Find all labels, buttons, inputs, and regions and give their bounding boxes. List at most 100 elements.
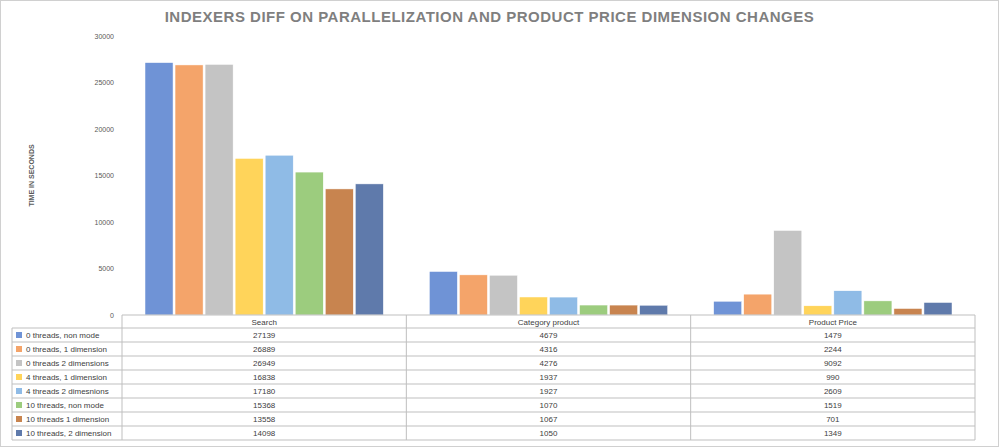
chart: INDEXERS DIFF ON PARALLELIZATION AND PRO… [0, 0, 999, 447]
page: {"chart_data": {"type": "bar", "title": … [0, 0, 999, 447]
table-value: 1070 [540, 401, 558, 410]
table-line [12, 398, 975, 399]
bar [355, 184, 383, 315]
table-value: 1067 [540, 415, 558, 424]
bar [489, 275, 517, 315]
y-tick [119, 222, 122, 223]
table-value: 17180 [253, 387, 276, 396]
table-line [12, 356, 975, 357]
table-line [12, 328, 975, 329]
bar [744, 294, 772, 315]
bars [145, 63, 952, 315]
table-value: 9092 [824, 359, 842, 368]
table-value: 1927 [540, 387, 558, 396]
y-tick-label: 0 [110, 312, 114, 319]
table-line [406, 315, 407, 440]
y-tick [119, 268, 122, 269]
legend-label: 0 threads, non mode [26, 331, 100, 340]
bar [429, 271, 457, 315]
bar [235, 158, 263, 315]
legend-swatch [16, 430, 22, 436]
table-line [12, 384, 975, 385]
category-label: Search [251, 318, 276, 327]
table-line [122, 315, 123, 440]
legend-swatch [16, 388, 22, 394]
table-value: 16838 [253, 373, 276, 382]
table-value: 1349 [824, 429, 842, 438]
bar [205, 64, 233, 315]
legend-swatch [16, 374, 22, 380]
table-line [12, 426, 975, 427]
table-value: 1937 [540, 373, 558, 382]
bar [265, 155, 293, 315]
y-axis-label: TIME IN SECONDS [28, 144, 35, 207]
table-line [690, 315, 691, 440]
bar [864, 301, 892, 315]
bar [714, 301, 742, 315]
table-line [12, 328, 13, 440]
legend-swatch [16, 360, 22, 366]
legend-label: 10 threads, non mode [26, 401, 104, 410]
bar [325, 189, 353, 315]
bar [894, 308, 922, 315]
table-value: 27139 [253, 331, 276, 340]
bar [550, 297, 578, 315]
legend-swatch [16, 416, 22, 422]
y-tick-label: 30000 [95, 33, 115, 40]
bar [145, 63, 173, 315]
legend-swatch [16, 346, 22, 352]
y-tick-label: 10000 [95, 219, 115, 226]
legend-label: 4 threads, 1 dimension [26, 373, 107, 382]
table-value: 1519 [824, 401, 842, 410]
bar [924, 302, 952, 315]
table-line [12, 370, 975, 371]
table-value: 4679 [540, 331, 558, 340]
legend-swatch [16, 332, 22, 338]
table-line [12, 440, 975, 441]
table-value: 13558 [253, 415, 276, 424]
table-value: 701 [826, 415, 840, 424]
table-line [975, 315, 976, 440]
y-axis: 0 5000 10000 15000 20000 25000 30000 [95, 33, 122, 319]
category-label: Category product [518, 318, 580, 327]
y-tick [119, 175, 122, 176]
y-tick [119, 82, 122, 83]
table-value: 14098 [253, 429, 276, 438]
bar [295, 172, 323, 315]
chart-title: INDEXERS DIFF ON PARALLELIZATION AND PRO… [165, 8, 815, 25]
table-value: 1479 [824, 331, 842, 340]
bar [175, 65, 203, 315]
chart-frame [1, 1, 999, 447]
y-tick [119, 129, 122, 130]
table-value: 2609 [824, 387, 842, 396]
bar [519, 297, 547, 315]
legend-label: 0 threads, 1 dimension [26, 345, 107, 354]
bar [804, 306, 832, 315]
bar [580, 305, 608, 315]
category-label: Product Price [809, 318, 858, 327]
table-value: 2244 [824, 345, 842, 354]
table-value: 990 [826, 373, 840, 382]
table-value: 4316 [540, 345, 558, 354]
bar [610, 305, 638, 315]
y-tick-label: 5000 [98, 265, 114, 272]
bar [834, 291, 862, 315]
bar [459, 275, 487, 315]
data-table: Search Category product Product Price 0 thr… [12, 315, 975, 440]
y-tick-label: 25000 [95, 79, 115, 86]
table-value: 26949 [253, 359, 276, 368]
y-tick-label: 20000 [95, 126, 115, 133]
table-value: 15368 [253, 401, 276, 410]
legend-label: 0 threads 2 dimensions [26, 359, 109, 368]
legend-label: 10 threads, 2 dimension [26, 429, 111, 438]
legend-label: 4 threads 2 dimesnions [26, 387, 109, 396]
table-line [12, 412, 975, 413]
table-value: 4276 [540, 359, 558, 368]
bar [640, 305, 668, 315]
table-line [12, 342, 975, 343]
legend-label: 10 threads 1 dimension [26, 415, 109, 424]
table-line [122, 315, 975, 316]
y-tick-label: 15000 [95, 172, 115, 179]
table-value: 1050 [540, 429, 558, 438]
bar [774, 230, 802, 315]
